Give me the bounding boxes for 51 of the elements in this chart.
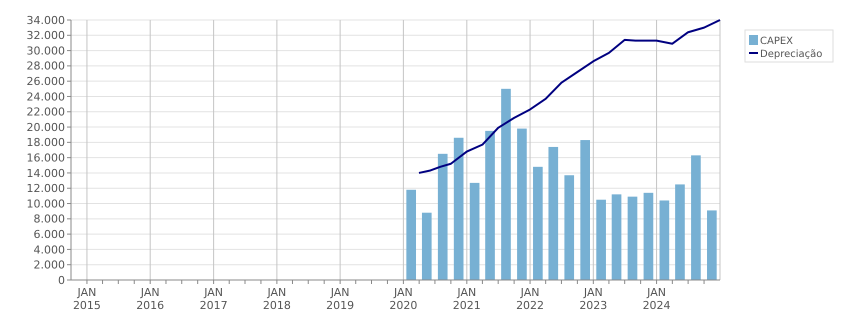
- x-tick-label: JAN 2019: [326, 286, 354, 312]
- x-tick-label: JAN 2018: [262, 286, 291, 312]
- bar: [470, 182, 480, 280]
- bar: [548, 146, 558, 280]
- bar: [406, 190, 416, 280]
- x-tick-label: JAN 2015: [72, 286, 101, 312]
- y-tick-label: 0: [58, 274, 65, 287]
- y-tick-label: 8.000: [34, 212, 65, 226]
- bar: [660, 200, 670, 280]
- y-tick-label: 18.000: [26, 136, 65, 150]
- bar: [485, 130, 495, 280]
- y-tick-label: 28.000: [26, 60, 65, 73]
- y-tick-label: 22.000: [26, 106, 65, 119]
- y-tick-label: 10.000: [26, 197, 65, 210]
- bar: [501, 88, 511, 280]
- bar: [422, 212, 432, 280]
- bar: [454, 138, 464, 280]
- x-tick-label: JAN 2017: [200, 286, 228, 312]
- bar: [707, 210, 717, 280]
- y-tick-label: 16.000: [26, 151, 65, 164]
- y-tick-label: 4.000: [34, 243, 65, 256]
- y-tick-label: 6.000: [34, 228, 65, 241]
- bar: [533, 166, 543, 280]
- bar: [580, 140, 590, 280]
- bar: [517, 128, 527, 280]
- y-tick-label: 20.000: [26, 120, 65, 134]
- y-tick-label: 26.000: [26, 75, 65, 88]
- y-tick-label: 14.000: [26, 166, 65, 180]
- x-tick-label: JAN 2024: [642, 286, 671, 312]
- bar: [644, 192, 654, 280]
- x-tick-label: JAN 2023: [579, 286, 608, 312]
- bar: [596, 200, 606, 280]
- x-tick-label: JAN 2020: [389, 286, 418, 312]
- bar: [691, 155, 701, 280]
- bar: [628, 196, 638, 280]
- x-tick-label: JAN 2022: [516, 286, 544, 312]
- y-tick-label: 12.000: [26, 182, 65, 196]
- y-tick-label: 30.000: [26, 44, 65, 58]
- bar: [675, 184, 685, 280]
- legend-label: CAPEX: [760, 36, 794, 47]
- y-tick-label: 34.000: [26, 14, 65, 27]
- x-tick-label: JAN 2016: [136, 286, 164, 312]
- legend-label: Depreciação: [760, 49, 822, 60]
- bar: [564, 175, 574, 280]
- y-tick-label: 24.000: [26, 90, 65, 104]
- line-series: [418, 19, 721, 174]
- bar: [612, 194, 622, 280]
- x-tick-label: JAN 2021: [452, 286, 481, 312]
- y-tick-label: 2.000: [34, 258, 65, 272]
- bar: [438, 154, 448, 280]
- y-tick-label: 32.000: [26, 29, 65, 42]
